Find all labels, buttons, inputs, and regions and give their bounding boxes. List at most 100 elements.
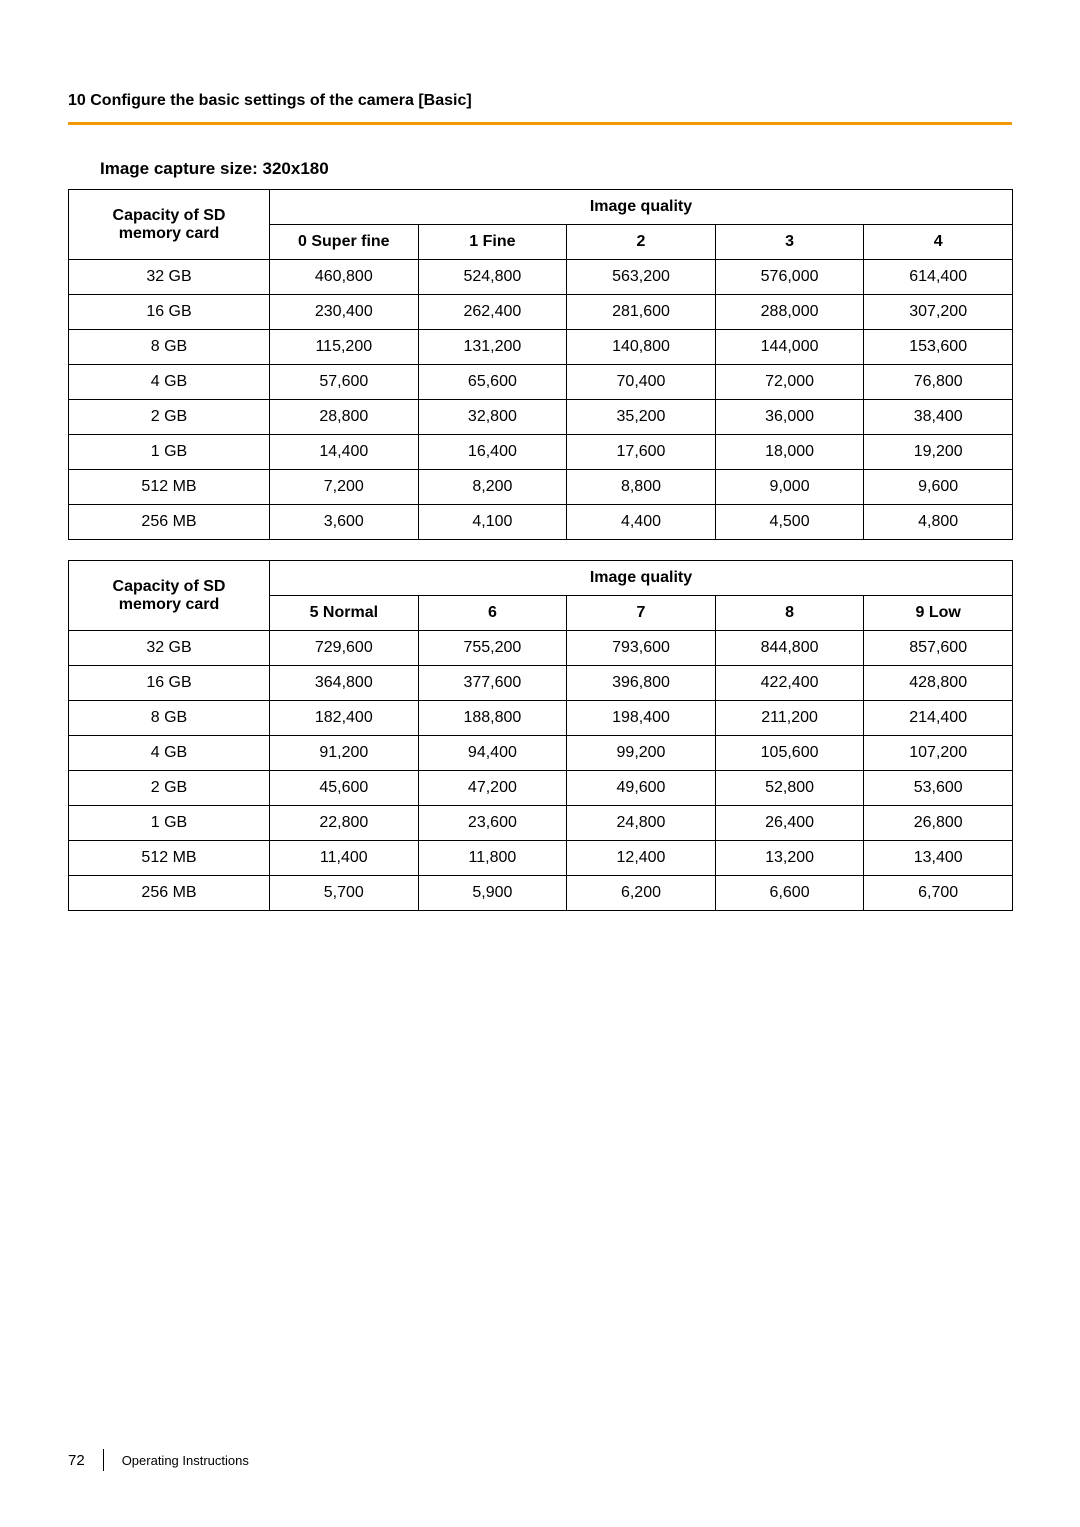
value-cell: 36,000 [715,400,864,435]
table-row: 16 GB230,400262,400281,600288,000307,200 [69,295,1013,330]
value-cell: 16,400 [418,435,567,470]
value-cell: 281,600 [567,295,716,330]
row-header: Capacity of SD memory card [69,190,270,260]
capacity-cell: 32 GB [69,631,270,666]
value-cell: 107,200 [864,736,1013,771]
value-cell: 396,800 [567,666,716,701]
value-cell: 18,000 [715,435,864,470]
col-header: 6 [418,596,567,631]
value-cell: 214,400 [864,701,1013,736]
value-cell: 8,800 [567,470,716,505]
capacity-cell: 32 GB [69,260,270,295]
footer-separator [103,1449,104,1471]
capacity-cell: 4 GB [69,736,270,771]
value-cell: 4,500 [715,505,864,540]
value-cell: 230,400 [270,295,419,330]
table-row: 1 GB22,80023,60024,80026,40026,800 [69,806,1013,841]
col-header: 5 Normal [270,596,419,631]
value-cell: 428,800 [864,666,1013,701]
table-row: 2 GB45,60047,20049,60052,80053,600 [69,771,1013,806]
capacity-cell: 2 GB [69,771,270,806]
col-header: 1 Fine [418,225,567,260]
value-cell: 5,900 [418,876,567,911]
value-cell: 99,200 [567,736,716,771]
page-number: 72 [68,1452,103,1469]
value-cell: 4,800 [864,505,1013,540]
row-header-line2: memory card [119,596,220,613]
capacity-cell: 2 GB [69,400,270,435]
table-row: 4 GB91,20094,40099,200105,600107,200 [69,736,1013,771]
value-cell: 11,800 [418,841,567,876]
capacity-cell: 512 MB [69,470,270,505]
capacity-cell: 256 MB [69,505,270,540]
table-body: 32 GB460,800524,800563,200576,000614,400… [69,260,1013,540]
value-cell: 144,000 [715,330,864,365]
value-cell: 47,200 [418,771,567,806]
value-cell: 729,600 [270,631,419,666]
col-header: 0 Super fine [270,225,419,260]
col-header: 2 [567,225,716,260]
value-cell: 53,600 [864,771,1013,806]
value-cell: 563,200 [567,260,716,295]
value-cell: 6,600 [715,876,864,911]
value-cell: 793,600 [567,631,716,666]
row-header-line1: Capacity of SD [113,207,226,224]
value-cell: 26,800 [864,806,1013,841]
value-cell: 57,600 [270,365,419,400]
value-cell: 857,600 [864,631,1013,666]
value-cell: 182,400 [270,701,419,736]
capacity-cell: 4 GB [69,365,270,400]
value-cell: 72,000 [715,365,864,400]
value-cell: 8,200 [418,470,567,505]
value-cell: 70,400 [567,365,716,400]
value-cell: 614,400 [864,260,1013,295]
value-cell: 13,200 [715,841,864,876]
chapter-title: 10 Configure the basic settings of the c… [68,92,1012,110]
value-cell: 198,400 [567,701,716,736]
value-cell: 32,800 [418,400,567,435]
value-cell: 38,400 [864,400,1013,435]
value-cell: 4,100 [418,505,567,540]
document-page: 10 Configure the basic settings of the c… [0,0,1080,1527]
table-body: 32 GB729,600755,200793,600844,800857,600… [69,631,1013,911]
value-cell: 22,800 [270,806,419,841]
table-row: 16 GB364,800377,600396,800422,400428,800 [69,666,1013,701]
section-title: Image capture size: 320x180 [100,159,1012,179]
value-cell: 14,400 [270,435,419,470]
header-rule [68,122,1012,125]
value-cell: 13,400 [864,841,1013,876]
value-cell: 52,800 [715,771,864,806]
table-row: 8 GB115,200131,200140,800144,000153,600 [69,330,1013,365]
col-header: 7 [567,596,716,631]
capacity-table-1: Capacity of SD memory card Image quality… [68,189,1013,540]
value-cell: 9,000 [715,470,864,505]
value-cell: 211,200 [715,701,864,736]
capacity-cell: 16 GB [69,666,270,701]
value-cell: 65,600 [418,365,567,400]
value-cell: 131,200 [418,330,567,365]
value-cell: 576,000 [715,260,864,295]
table-row: 32 GB460,800524,800563,200576,000614,400 [69,260,1013,295]
value-cell: 49,600 [567,771,716,806]
table-row: 4 GB57,60065,60070,40072,00076,800 [69,365,1013,400]
value-cell: 188,800 [418,701,567,736]
value-cell: 45,600 [270,771,419,806]
capacity-cell: 512 MB [69,841,270,876]
col-header: 8 [715,596,864,631]
value-cell: 307,200 [864,295,1013,330]
value-cell: 262,400 [418,295,567,330]
value-cell: 35,200 [567,400,716,435]
row-header-line2: memory card [119,225,220,242]
capacity-cell: 8 GB [69,330,270,365]
row-header: Capacity of SD memory card [69,561,270,631]
group-header: Image quality [270,561,1013,596]
value-cell: 23,600 [418,806,567,841]
value-cell: 11,400 [270,841,419,876]
value-cell: 5,700 [270,876,419,911]
value-cell: 524,800 [418,260,567,295]
col-header: 3 [715,225,864,260]
capacity-cell: 8 GB [69,701,270,736]
value-cell: 755,200 [418,631,567,666]
value-cell: 4,400 [567,505,716,540]
row-header-line1: Capacity of SD [113,578,226,595]
